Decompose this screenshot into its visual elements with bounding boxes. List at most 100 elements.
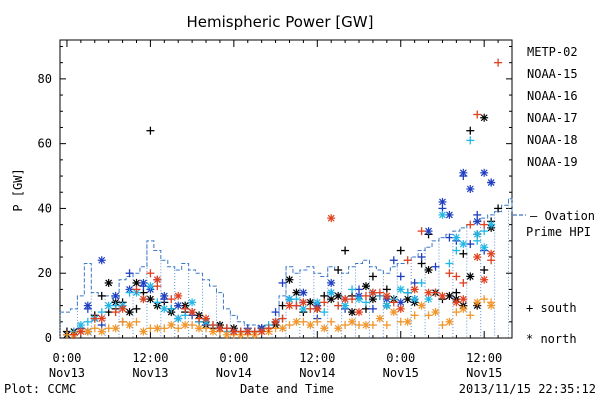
noaa-18-north-point (348, 317, 357, 326)
noaa-16-north-point (452, 233, 461, 242)
metp-02-south-point (97, 291, 106, 300)
noaa-19-south-point (90, 314, 99, 323)
noaa-19-north-point (313, 304, 322, 313)
noaa-18-north-point (306, 321, 315, 330)
x-tick-date-label: Nov14 (299, 366, 335, 380)
noaa-16-south-point (167, 304, 176, 313)
noaa-18-south-point (466, 311, 475, 320)
noaa-16-north-point (396, 285, 405, 294)
metp-02-north-point (466, 272, 475, 281)
noaa-19-south-point (264, 324, 273, 333)
noaa-15-north-point (111, 291, 120, 300)
noaa-19-north-point (341, 295, 350, 304)
noaa-15-south-point (445, 233, 454, 242)
noaa-18-north-point (83, 327, 92, 336)
noaa-18-south-point (410, 311, 419, 320)
noaa-19-north-point (257, 327, 266, 336)
metp-02-south-point (146, 126, 155, 135)
noaa-15-north-point (466, 185, 475, 193)
noaa-19-south-point (292, 301, 301, 310)
noaa-16-south-point (125, 288, 134, 297)
noaa-18-south-point (487, 298, 496, 307)
metp-02-north-point (146, 295, 155, 304)
noaa-16-north-point (480, 243, 489, 252)
noaa-19-south-point (494, 58, 503, 67)
noaa-15-north-point (473, 217, 482, 226)
noaa-16-north-point (382, 301, 391, 310)
noaa-16-south-point (417, 278, 426, 287)
noaa-18-north-point (125, 321, 134, 330)
noaa-18-north-point (111, 324, 120, 333)
x-tick-date-label: Nov13 (132, 366, 168, 380)
metp-02-south-point (341, 246, 350, 255)
noaa-19-north-point (271, 317, 280, 326)
noaa-18-north-point (431, 308, 440, 317)
noaa-19-north-point (396, 304, 405, 313)
noaa-19-south-point (445, 269, 454, 278)
noaa-18-south-point (285, 321, 294, 330)
noaa-19-south-point (250, 327, 259, 336)
noaa-19-south-point (361, 291, 370, 300)
ovation-hpi-path (60, 198, 513, 329)
noaa-16-south-point (452, 246, 461, 255)
noaa-19-north-point (473, 253, 482, 262)
legend-ovation-label: — Ovation (530, 209, 595, 223)
noaa-16-north-point (160, 304, 169, 313)
noaa-19-north-point (215, 324, 224, 333)
noaa-16-north-point (459, 240, 468, 249)
noaa-18-south-point (90, 324, 99, 333)
metp-02-north-point (368, 295, 377, 304)
noaa-18-north-point (389, 308, 398, 317)
noaa-19-north-point (438, 291, 447, 300)
noaa-15-south-point (417, 253, 426, 262)
noaa-18-south-point (202, 324, 211, 333)
legend-label-noaa-19: NOAA-19 (527, 155, 578, 169)
noaa-15-north-point (97, 256, 106, 265)
noaa-15-south-point (160, 295, 169, 304)
noaa-18-south-point (313, 317, 322, 326)
noaa-15-north-point (174, 301, 183, 310)
noaa-19-south-point (146, 269, 155, 278)
noaa-19-north-point (174, 291, 183, 300)
metp-02-north-point (285, 275, 294, 284)
noaa-19-south-point (306, 304, 315, 313)
noaa-19-north-point (188, 308, 197, 317)
legend-north-marker: * north (526, 332, 577, 346)
y-tick-label: 0 (45, 331, 52, 345)
noaa-18-north-point (417, 301, 426, 310)
legend-label-metp-02: METP-02 (527, 45, 578, 59)
noaa-18-north-point (375, 314, 384, 323)
x-axis: 0:00Nov1312:00Nov130:00Nov1412:00Nov140:… (49, 40, 513, 380)
noaa-18-south-point (327, 317, 336, 326)
legend-label-noaa-18: NOAA-18 (527, 133, 578, 147)
noaa-18-south-point (62, 330, 71, 339)
noaa-19-north-point (243, 327, 252, 336)
noaa-15-south-point (389, 256, 398, 265)
noaa-19-north-point (382, 291, 391, 300)
noaa-19-south-point (195, 314, 204, 323)
metp-02-north-point (480, 113, 489, 122)
metp-02-south-point (368, 272, 377, 281)
noaa-16-south-point (473, 236, 482, 245)
noaa-18-south-point (174, 324, 183, 333)
noaa-15-south-point (83, 304, 92, 313)
noaa-18-north-point (97, 327, 106, 336)
noaa-18-south-point (368, 321, 377, 330)
noaa-18-south-point (480, 295, 489, 304)
legend-label-noaa-16: NOAA-16 (527, 89, 578, 103)
y-tick-label: 20 (38, 266, 52, 280)
x-tick-label: 12:00 (299, 351, 335, 365)
noaa-15-south-point (271, 308, 280, 317)
noaa-18-north-point (153, 324, 162, 333)
noaa-19-south-point (431, 288, 440, 297)
noaa-19-north-point (459, 295, 468, 304)
noaa-19-south-point (222, 324, 231, 333)
metp-02-south-point (132, 304, 141, 313)
metp-02-south-point (466, 126, 475, 135)
ovation-hpi-line (59, 198, 526, 338)
noaa-19-north-point (487, 249, 496, 258)
y-axis: 0 20 40 60 80 (38, 45, 512, 345)
metp-02-north-point (424, 265, 433, 274)
noaa-19-south-point (278, 314, 287, 323)
